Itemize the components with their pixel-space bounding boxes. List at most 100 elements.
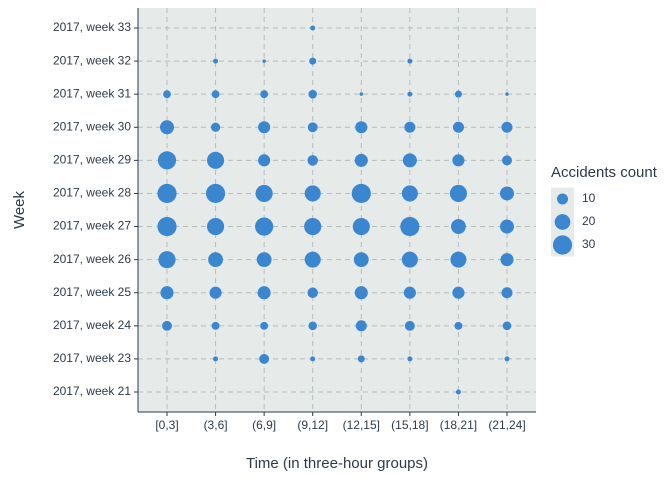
bubble: [454, 321, 463, 330]
bubble: [206, 217, 225, 236]
bubble: [213, 58, 219, 64]
bubble: [500, 219, 514, 234]
bubble: [206, 151, 225, 169]
x-tick-label: [0,3]: [155, 418, 178, 432]
bubble: [209, 286, 222, 299]
bubble: [501, 121, 513, 133]
bubble: [213, 356, 219, 362]
bubble: [260, 90, 269, 99]
bubble: [359, 92, 364, 96]
bubble: [454, 90, 462, 98]
bubble: [309, 57, 317, 65]
bubble: [451, 219, 466, 234]
bubble: [257, 286, 271, 300]
bubble: [354, 153, 368, 167]
legend-bubble: [554, 214, 571, 230]
bubble: [160, 286, 174, 300]
bubble: [210, 122, 221, 132]
bubble: [407, 58, 413, 64]
bubble: [402, 153, 417, 168]
bubble: [160, 120, 174, 135]
bubble: [163, 90, 171, 99]
bubble: [304, 217, 322, 236]
y-tick-label: 2017, week 29: [53, 153, 131, 167]
bubble: [162, 320, 172, 331]
bubble: [307, 287, 318, 298]
bubble: [307, 122, 318, 133]
y-tick-label: 2017, week 25: [53, 285, 131, 299]
bubble: [455, 389, 461, 395]
y-tick-label: 2017, week 31: [53, 86, 131, 100]
bubble: [400, 216, 420, 237]
bubble: [502, 155, 512, 166]
bubble: [352, 217, 370, 236]
bubble: [255, 217, 274, 236]
x-tick-label: (12,15]: [343, 418, 380, 432]
y-tick-label: 2017, week 26: [53, 252, 131, 266]
bubble: [404, 121, 416, 133]
bubble: [304, 185, 321, 202]
bubble: [404, 320, 415, 331]
legend-bubble: [556, 193, 569, 205]
bubble: [501, 287, 513, 299]
bubble: [452, 154, 465, 167]
legend-label: 30: [582, 237, 596, 251]
bubble: [262, 59, 266, 63]
bubble: [452, 286, 465, 299]
plot-background: [138, 8, 536, 412]
bubble: [308, 321, 318, 331]
bubble: [258, 154, 271, 167]
bubble: [157, 151, 177, 170]
bubble: [504, 356, 510, 362]
bubble: [205, 183, 226, 204]
legend-bubble: [552, 235, 573, 255]
y-tick-label: 2017, week 27: [53, 219, 131, 233]
bubble: [158, 251, 176, 269]
bubble: [355, 121, 368, 134]
y-tick-label: 2017, week 24: [53, 318, 131, 332]
bubble: [355, 320, 367, 332]
y-tick-label: 2017, week 28: [53, 186, 131, 200]
y-tick-label: 2017, week 33: [53, 20, 131, 34]
bubble: [449, 184, 468, 203]
bubble: [450, 251, 467, 268]
bubble: [357, 355, 365, 363]
x-tick-label: (9,12]: [297, 418, 328, 432]
bubble: [407, 91, 413, 97]
bubble: [452, 121, 464, 133]
x-tick-label: (15,18]: [391, 418, 428, 432]
bubble: [505, 92, 509, 96]
bubble: [354, 286, 368, 300]
bubble: [403, 286, 416, 299]
bubble: [307, 155, 318, 166]
bubble: [502, 321, 512, 331]
bubble: [255, 184, 273, 203]
bubble: [211, 321, 220, 330]
bubble: [157, 216, 177, 237]
bubble: [351, 183, 371, 204]
bubble: [308, 89, 318, 99]
bubble: [310, 356, 316, 362]
x-axis-title: Time (in three-hour groups): [246, 455, 428, 472]
legend-label: 20: [582, 214, 596, 228]
bubble: [259, 353, 270, 364]
x-tick-label: (6,9]: [252, 418, 276, 432]
y-tick-label: 2017, week 30: [53, 119, 131, 133]
x-tick-label: (18,21]: [440, 418, 477, 432]
bubble: [256, 252, 272, 268]
y-tick-label: 2017, week 21: [53, 384, 131, 398]
bubble: [211, 90, 220, 99]
x-tick-label: (21,24]: [488, 418, 525, 432]
bubble: [407, 356, 413, 362]
y-axis-title: Week: [11, 190, 28, 229]
legend-label: 10: [582, 191, 596, 205]
bubble: [500, 186, 514, 201]
bubble: [310, 25, 316, 31]
legend-title: Accidents count: [551, 164, 658, 181]
bubble: [401, 185, 418, 202]
bubble: [260, 321, 269, 330]
bubble: [258, 121, 271, 134]
bubble: [208, 252, 223, 268]
y-tick-label: 2017, week 32: [53, 53, 131, 67]
bubble: [304, 251, 321, 268]
